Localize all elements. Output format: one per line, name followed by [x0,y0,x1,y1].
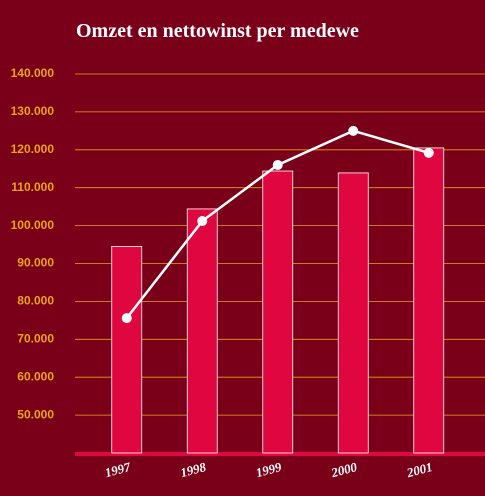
bar [111,246,143,454]
line-point [121,313,132,324]
line-point [348,125,359,136]
y-tick-label: 60.000 [17,369,54,383]
chart-title: Omzet en nettowinst per medewe [76,20,359,42]
bar [186,208,218,454]
line-point [423,147,434,158]
line-point [197,216,208,227]
y-tick-label: 50.000 [17,407,54,421]
x-tick-label: 1997 [103,459,132,480]
bar [337,172,369,454]
y-tick-label: 80.000 [17,294,54,308]
y-tick-label: 100.000 [11,218,55,232]
y-tick-label: 110.000 [11,180,54,194]
y-tick-label: 90.000 [17,256,54,270]
y-tick-label: 70.000 [17,331,54,345]
line-point [272,159,283,170]
bar [413,147,445,454]
y-tick-label: 140.000 [11,66,55,80]
bar [262,170,294,454]
x-tick-label: 2001 [404,459,434,480]
x-tick-label: 1999 [254,459,283,480]
y-tick-label: 130.000 [11,104,55,118]
x-tick-label: 1998 [179,459,208,480]
x-tick-label: 2000 [329,459,359,481]
y-tick-label: 120.000 [11,142,55,156]
